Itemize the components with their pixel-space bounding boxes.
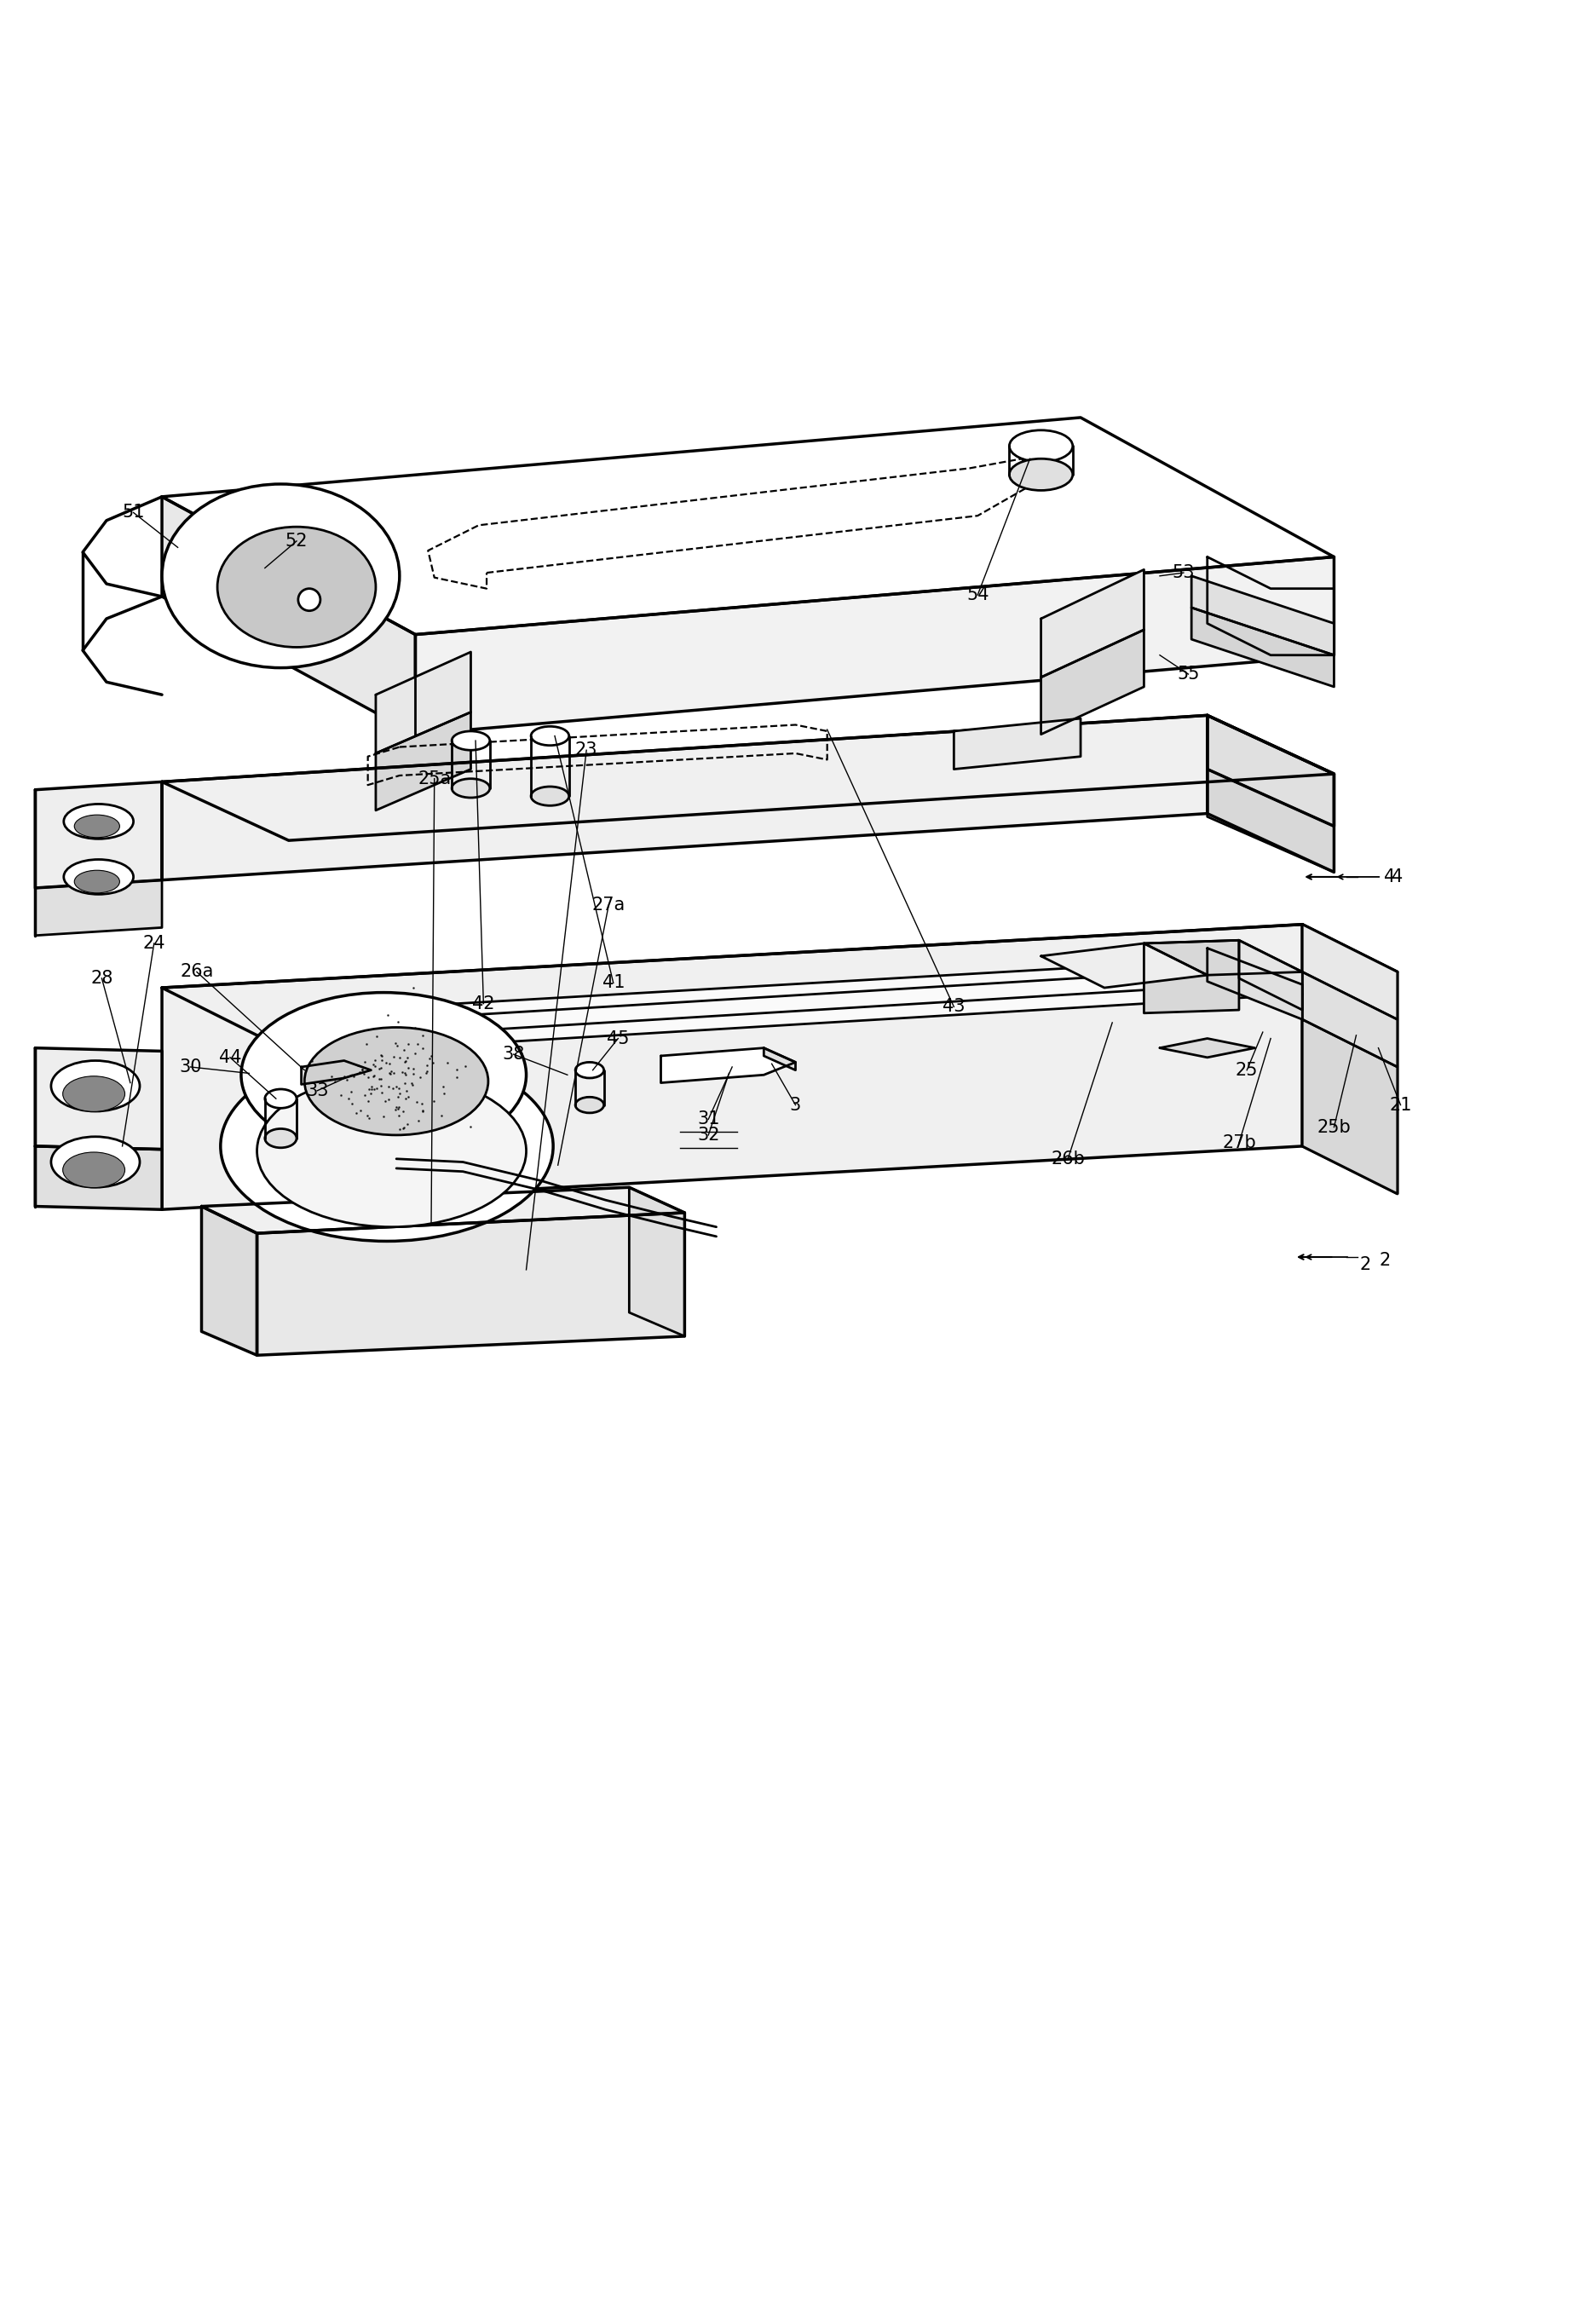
- Text: 43: 43: [942, 999, 966, 1016]
- Polygon shape: [1208, 716, 1333, 872]
- Text: 53: 53: [1173, 565, 1195, 581]
- Polygon shape: [35, 1146, 162, 1208]
- Polygon shape: [162, 418, 1333, 634]
- Text: 33: 33: [305, 1083, 328, 1099]
- Text: 24: 24: [143, 934, 165, 953]
- Ellipse shape: [64, 860, 134, 895]
- Ellipse shape: [51, 1060, 140, 1111]
- Ellipse shape: [221, 1050, 554, 1241]
- Polygon shape: [202, 1206, 258, 1355]
- Ellipse shape: [264, 1090, 296, 1109]
- Ellipse shape: [242, 992, 527, 1157]
- Text: 2: 2: [1379, 1253, 1391, 1269]
- Polygon shape: [1303, 1020, 1397, 1195]
- Polygon shape: [1239, 941, 1303, 1011]
- Ellipse shape: [264, 1129, 296, 1148]
- Text: 51: 51: [123, 504, 145, 521]
- Text: 25b: 25b: [1317, 1118, 1351, 1136]
- Polygon shape: [1041, 569, 1144, 676]
- Text: 2: 2: [1360, 1257, 1371, 1274]
- Text: 54: 54: [966, 586, 990, 604]
- Polygon shape: [35, 881, 162, 937]
- Polygon shape: [660, 1048, 796, 1083]
- Ellipse shape: [258, 1076, 527, 1227]
- Text: 4: 4: [1384, 869, 1395, 885]
- Text: 42: 42: [473, 995, 495, 1013]
- Ellipse shape: [576, 1097, 605, 1113]
- Ellipse shape: [531, 727, 570, 746]
- Ellipse shape: [452, 779, 490, 797]
- Polygon shape: [35, 1048, 162, 1150]
- Polygon shape: [162, 716, 1333, 841]
- Text: 25a: 25a: [418, 769, 452, 788]
- Polygon shape: [1208, 769, 1333, 872]
- Text: 52: 52: [285, 532, 309, 548]
- Polygon shape: [1160, 1039, 1255, 1057]
- Text: 3: 3: [789, 1097, 802, 1113]
- Text: 30: 30: [180, 1057, 202, 1076]
- Polygon shape: [35, 781, 162, 888]
- Polygon shape: [162, 497, 415, 734]
- Ellipse shape: [62, 1076, 124, 1111]
- Ellipse shape: [62, 1153, 124, 1188]
- Polygon shape: [1192, 576, 1333, 655]
- Polygon shape: [202, 1188, 684, 1234]
- Polygon shape: [415, 558, 1333, 734]
- Ellipse shape: [576, 1062, 605, 1078]
- Text: 4: 4: [1392, 869, 1403, 885]
- Ellipse shape: [1009, 430, 1072, 462]
- Text: 45: 45: [606, 1030, 630, 1048]
- Polygon shape: [320, 960, 1303, 1046]
- Polygon shape: [1144, 941, 1239, 1013]
- Text: 25: 25: [1236, 1062, 1258, 1078]
- Ellipse shape: [162, 483, 399, 667]
- Text: 32: 32: [697, 1127, 719, 1143]
- Polygon shape: [628, 1188, 684, 1336]
- Ellipse shape: [304, 1027, 488, 1134]
- Text: 55: 55: [1177, 665, 1200, 683]
- Circle shape: [298, 588, 320, 611]
- Polygon shape: [1303, 925, 1397, 1195]
- Polygon shape: [1303, 925, 1397, 1020]
- Polygon shape: [375, 711, 471, 811]
- Polygon shape: [162, 716, 1208, 881]
- Polygon shape: [1208, 948, 1303, 1020]
- Polygon shape: [1208, 716, 1333, 827]
- Polygon shape: [301, 1060, 371, 1085]
- Ellipse shape: [531, 786, 570, 806]
- Text: 27a: 27a: [592, 897, 625, 913]
- Text: 38: 38: [503, 1046, 525, 1062]
- Ellipse shape: [218, 528, 375, 646]
- Text: 31: 31: [697, 1111, 719, 1127]
- Ellipse shape: [64, 804, 134, 839]
- Polygon shape: [1041, 944, 1208, 988]
- Text: 27b: 27b: [1222, 1134, 1255, 1150]
- Polygon shape: [375, 653, 471, 753]
- Polygon shape: [258, 1213, 684, 1355]
- Polygon shape: [162, 925, 1303, 1208]
- Polygon shape: [1192, 607, 1333, 688]
- Ellipse shape: [1009, 458, 1072, 490]
- Polygon shape: [955, 718, 1080, 769]
- Polygon shape: [1041, 630, 1144, 734]
- Ellipse shape: [75, 869, 119, 892]
- Text: 21: 21: [1389, 1097, 1411, 1113]
- Ellipse shape: [51, 1136, 140, 1188]
- Text: 44: 44: [218, 1048, 242, 1067]
- Polygon shape: [764, 1048, 796, 1069]
- Ellipse shape: [75, 816, 119, 837]
- Polygon shape: [162, 925, 1397, 1034]
- Ellipse shape: [452, 732, 490, 751]
- Text: 26a: 26a: [180, 964, 213, 981]
- Polygon shape: [1144, 941, 1303, 976]
- Polygon shape: [1303, 971, 1397, 1067]
- Text: 26b: 26b: [1052, 1150, 1085, 1167]
- Text: 23: 23: [574, 741, 598, 758]
- Text: 41: 41: [601, 974, 625, 992]
- Text: 28: 28: [91, 969, 113, 988]
